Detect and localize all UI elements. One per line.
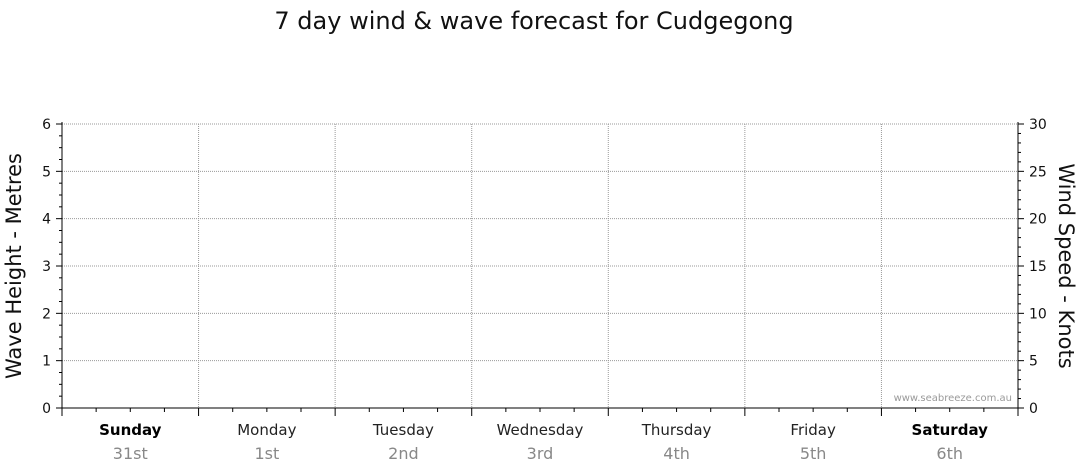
left-axis-ticks: 0 1 2 3 4 5 6 — [42, 117, 62, 417]
day-name-label: Monday — [237, 421, 296, 439]
day-labels: Sunday 31st Monday 1st Tuesday 2nd Wednesday 3r… — [99, 421, 988, 463]
left-tick-label: 1 — [42, 354, 51, 370]
right-axis-ticks: 0 5 10 15 20 25 30 — [1018, 117, 1047, 417]
left-tick-label: 2 — [42, 306, 51, 322]
right-tick-label: 25 — [1029, 164, 1047, 180]
day-date-label: 3rd — [527, 444, 554, 463]
left-tick-label: 3 — [42, 259, 51, 275]
day-date-label: 1st — [254, 444, 279, 463]
day-name-label: Saturday — [912, 421, 989, 439]
left-tick-label: 6 — [42, 117, 51, 133]
day-date-label: 31st — [113, 444, 148, 463]
day-name-label: Tuesday — [372, 421, 434, 439]
day-name-label: Wednesday — [497, 421, 584, 439]
right-tick-label: 15 — [1029, 259, 1047, 275]
watermark: www.seabreeze.com.au — [894, 393, 1012, 404]
chart-title: 7 day wind & wave forecast for Cudgegong — [274, 7, 793, 35]
grid-lines — [62, 123, 1018, 408]
right-axis-title: Wind Speed - Knots — [1054, 163, 1078, 368]
day-name-label: Sunday — [99, 421, 162, 439]
day-date-label: 4th — [663, 444, 690, 463]
day-date-label: 2nd — [388, 444, 418, 463]
right-tick-label: 30 — [1029, 117, 1047, 133]
left-tick-label: 5 — [42, 164, 51, 180]
day-name-label: Thursday — [641, 421, 712, 439]
right-tick-label: 20 — [1029, 212, 1047, 228]
right-tick-label: 0 — [1029, 401, 1038, 417]
left-tick-label: 4 — [42, 212, 51, 228]
right-tick-label: 5 — [1029, 354, 1038, 370]
day-date-label: 6th — [936, 444, 963, 463]
left-tick-label: 0 — [42, 401, 51, 417]
left-axis-title: Wave Height - Metres — [2, 153, 26, 379]
day-name-label: Friday — [790, 421, 836, 439]
axes — [61, 122, 1019, 416]
right-tick-label: 10 — [1029, 306, 1047, 322]
day-date-label: 5th — [800, 444, 827, 463]
